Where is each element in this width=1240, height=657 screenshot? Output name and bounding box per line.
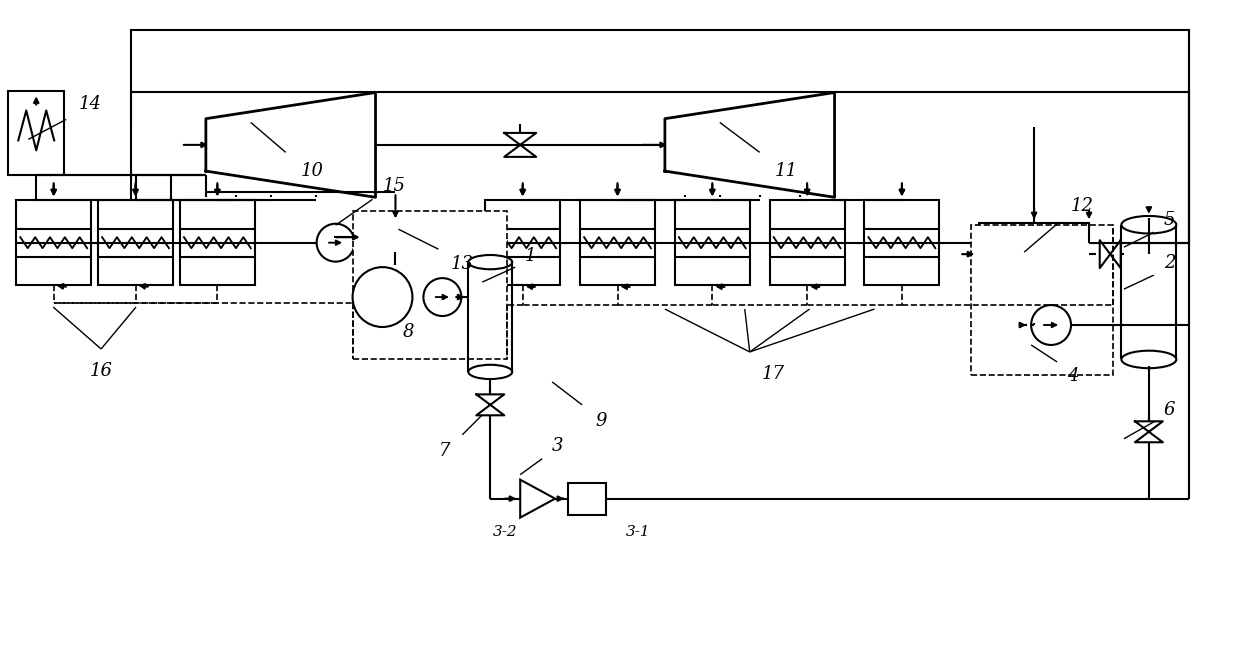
Bar <box>864 200 940 285</box>
Text: 4: 4 <box>1068 367 1079 385</box>
Bar <box>675 200 750 285</box>
Polygon shape <box>521 480 556 518</box>
Bar <box>770 200 844 285</box>
Bar <box>485 200 560 285</box>
Bar <box>9 91 64 175</box>
Text: 8: 8 <box>403 323 414 341</box>
Text: 6: 6 <box>1164 401 1176 419</box>
Bar <box>352 212 507 359</box>
Circle shape <box>352 267 413 327</box>
Text: 3: 3 <box>552 437 564 455</box>
Text: 10: 10 <box>300 162 324 181</box>
Text: 17: 17 <box>761 365 785 383</box>
Text: 15: 15 <box>382 177 405 195</box>
Bar <box>971 225 1114 375</box>
Circle shape <box>316 224 355 261</box>
Text: 3-2: 3-2 <box>494 524 517 539</box>
Text: 13: 13 <box>450 255 474 273</box>
Bar <box>996 285 1073 323</box>
Bar <box>180 200 254 285</box>
Bar <box>131 30 1189 93</box>
Text: 14: 14 <box>79 95 102 114</box>
Text: 9: 9 <box>595 412 606 430</box>
Text: 11: 11 <box>775 162 797 181</box>
Ellipse shape <box>469 365 512 379</box>
Bar <box>580 200 655 285</box>
Ellipse shape <box>1121 351 1177 368</box>
Circle shape <box>1032 305 1071 345</box>
Text: 12: 12 <box>1071 197 1094 215</box>
Bar <box>980 223 1089 285</box>
Text: 16: 16 <box>89 362 113 380</box>
Text: 2: 2 <box>1164 254 1176 272</box>
Bar <box>16 200 91 285</box>
Text: 5: 5 <box>1164 211 1176 229</box>
Text: 1: 1 <box>526 247 537 265</box>
Bar <box>363 222 428 252</box>
Bar <box>568 483 606 514</box>
Text: 7: 7 <box>439 442 450 460</box>
Bar <box>98 200 172 285</box>
Circle shape <box>423 278 461 316</box>
Text: 3-1: 3-1 <box>626 524 650 539</box>
